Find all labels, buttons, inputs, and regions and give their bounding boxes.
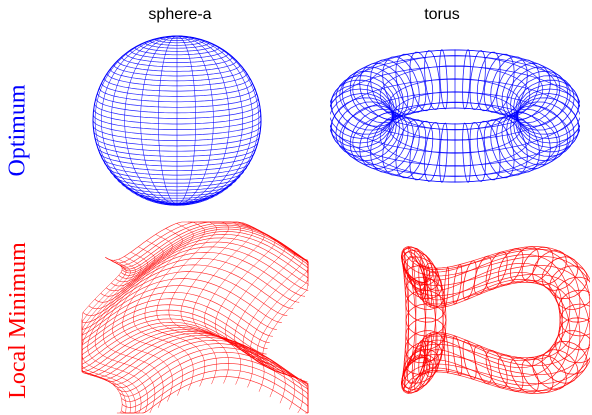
warped-meridian-line [87, 251, 148, 414]
warped-latitude-line [119, 351, 309, 397]
meridian-line [100, 35, 178, 205]
meridian-line [140, 35, 178, 205]
warped-meridian-line [256, 257, 309, 413]
meridian-line [176, 35, 244, 205]
warped-meridian-line [214, 229, 276, 398]
torus-loop [366, 55, 544, 125]
warped-meridian-line [234, 242, 295, 410]
twisted-torus-loop [414, 248, 581, 360]
panel-sphere-optimum [85, 28, 270, 213]
twisted-torus-loop [414, 280, 581, 392]
warped-meridian-line [122, 228, 183, 396]
warped-meridian-line [180, 221, 242, 385]
panel-torus-local-minimum [350, 215, 590, 415]
warped-latitude-line [81, 309, 267, 355]
meridian-line [94, 35, 178, 205]
sphere-local-minimum-mesh [81, 221, 309, 414]
twisted-torus-ring [452, 263, 463, 305]
warped-latitude-line [81, 321, 271, 367]
torus-loop [352, 102, 558, 183]
meridian-line [176, 35, 214, 205]
warped-latitude-line [81, 304, 268, 349]
meridian-line [176, 35, 196, 205]
meridian-line [110, 35, 178, 205]
twisted-torus-ring [558, 317, 590, 351]
torus-loop [339, 91, 571, 183]
sphere-outline [92, 35, 262, 205]
warped-meridian-line [112, 234, 173, 402]
torus-loop [352, 49, 558, 130]
torus-loop [392, 91, 518, 141]
torus-loop [339, 49, 571, 141]
torus-ring [330, 88, 393, 144]
warped-meridian-line [192, 221, 253, 388]
warped-latitude-line [121, 369, 309, 414]
column-title-torus: torus [424, 6, 460, 23]
twisted-torus-loop [419, 281, 571, 386]
warped-meridian-line [144, 221, 206, 387]
warped-meridian-line [242, 247, 304, 414]
torus-loop [379, 65, 531, 125]
warped-meridian-line [156, 221, 217, 385]
warped-meridian-line [204, 224, 265, 392]
warped-meridian-line [81, 256, 142, 414]
column-title-sphere-a: sphere-a [148, 6, 212, 23]
row-label-optimum: Optimum [3, 55, 33, 205]
warped-meridian-line [103, 240, 164, 408]
twisted-torus-loop [407, 246, 590, 367]
meridian-line [124, 35, 178, 205]
torus-loop [379, 107, 531, 167]
warped-latitude-line [102, 337, 308, 382]
twisted-torus-ring [452, 335, 463, 377]
torus-loop [330, 55, 580, 153]
meridian-line [176, 35, 260, 205]
torus-ring [517, 88, 580, 144]
panel-torus-optimum [330, 28, 580, 208]
twisted-torus-loop [423, 278, 564, 378]
meridian-line [158, 35, 178, 205]
warped-meridian-line [168, 221, 230, 384]
row-label-local-minimum-text: Local Minimum [4, 241, 31, 399]
latitude-line [165, 203, 189, 206]
warped-latitude-line [108, 339, 309, 385]
twisted-torus-loop [407, 273, 590, 394]
twisted-torus-loop [423, 262, 564, 362]
torus-loop [388, 78, 522, 131]
warped-meridian-line [262, 259, 309, 413]
warped-latitude-line [119, 376, 308, 414]
meridian-line [176, 35, 230, 205]
twisted-torus-ring [558, 289, 590, 323]
torus-local-minimum-mesh [401, 246, 590, 394]
row-label-optimum-text: Optimum [4, 83, 31, 177]
twisted-torus-loop [424, 271, 561, 369]
warped-meridian-line [250, 253, 309, 414]
warped-meridian-line [225, 235, 286, 404]
torus-optimum-mesh [330, 49, 580, 183]
torus-loop [366, 107, 544, 177]
torus-loop [330, 79, 580, 177]
twisted-torus-loop [401, 255, 590, 385]
panel-sphere-local-minimum [80, 220, 310, 415]
twisted-torus-loop [402, 264, 590, 392]
latitude-line [171, 203, 183, 206]
warped-meridian-line [94, 246, 156, 414]
row-label-local-minimum: Local Minimum [3, 225, 33, 415]
warped-meridian-line [133, 223, 194, 391]
torus-loop [388, 101, 522, 154]
torus-loop [330, 66, 580, 166]
sphere-optimum-mesh [92, 35, 262, 206]
meridian-line [176, 35, 254, 205]
